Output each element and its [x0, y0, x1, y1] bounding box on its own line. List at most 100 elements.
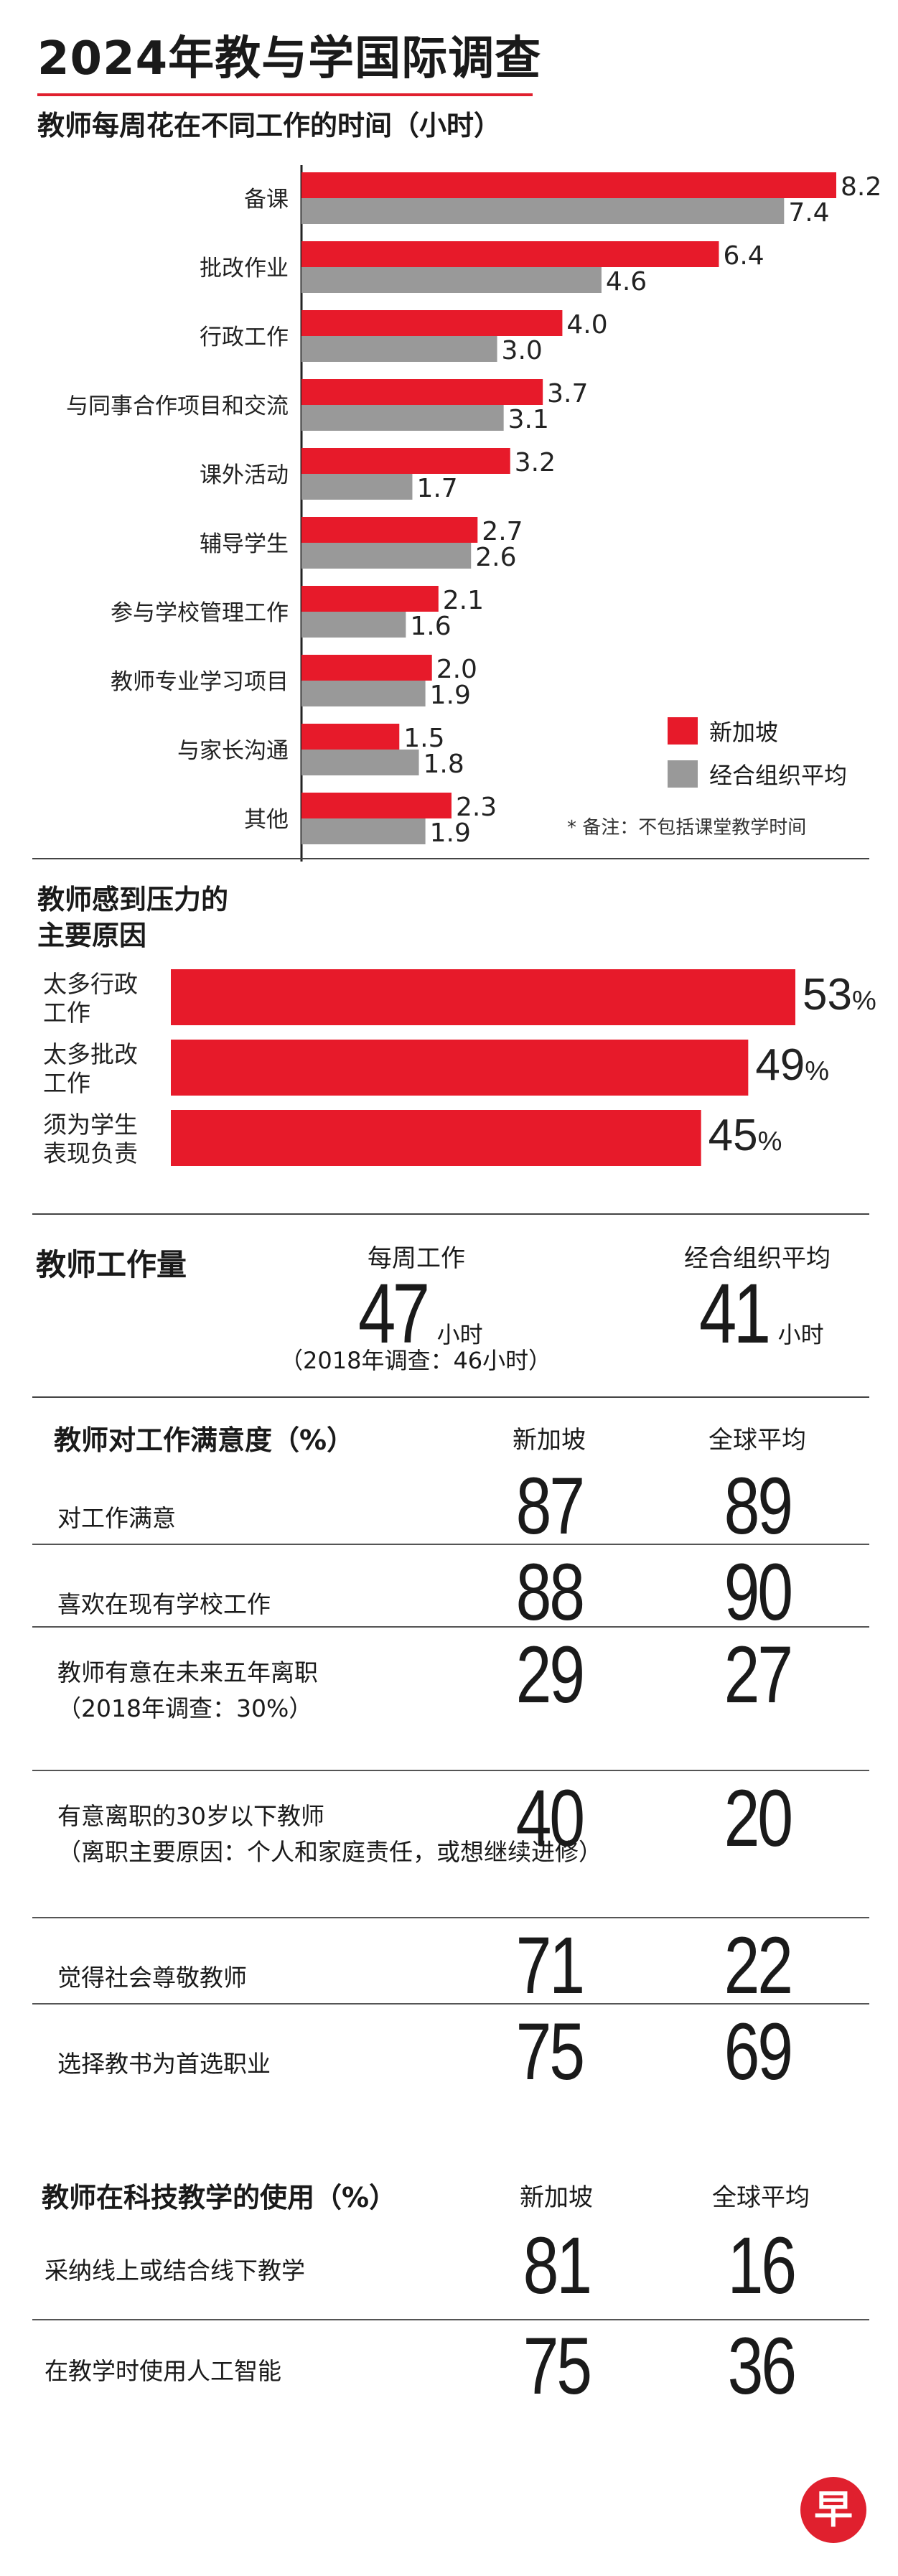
satisfaction-value-sg: 71: [477, 1926, 621, 2006]
workload-oecd-value: 41: [699, 1266, 771, 1361]
satisfaction-row-label: 喜欢在现有学校工作: [57, 1587, 271, 1623]
bar-value-label: 1.8: [424, 750, 464, 779]
satisfaction-number: 20: [724, 1773, 792, 1863]
bar-oecd: [301, 612, 406, 638]
satisfaction-row-label: 有意离职的30岁以下教师 （离职主要原因：个人和家庭责任，或想继续进修）: [57, 1798, 602, 1870]
satisfaction-value-sg: 75: [477, 2012, 621, 2092]
bar-value-label: 8.2: [841, 172, 881, 202]
bar-value-label: 1.6: [410, 612, 451, 641]
satisfaction-row-note: （2018年调查：30%）: [57, 1694, 313, 1722]
satisfaction-number: 22: [724, 1921, 792, 2010]
hours-category-label: 其他: [244, 807, 289, 833]
hours-bar-chart: 备课 8.2 7.4 批改作业 6.4 4.6 行政工作 4.0 3.0 与同事合作项目和交流 3.…: [66, 165, 881, 862]
stress-value-number: 53: [803, 970, 852, 1019]
satisfaction-row-title: 喜欢在现有学校工作: [57, 1590, 271, 1618]
hours-category-label: 备课: [244, 187, 289, 213]
stress-category-label: 太多行政工作: [43, 970, 138, 1027]
hours-category-label: 批改作业: [200, 256, 289, 281]
satisfaction-value-sg: 40: [477, 1778, 621, 1859]
workload-weekly-label: 每周工作: [368, 1244, 465, 1273]
hours-category-label: 课外活动: [200, 462, 289, 488]
section-divider: [32, 1213, 869, 1215]
legend-swatch-sg: [668, 717, 698, 745]
satisfaction-col-global: 全球平均: [708, 1426, 806, 1455]
zaobao-logo: 早: [800, 2477, 866, 2543]
satisfaction-value-global: 90: [686, 1552, 829, 1633]
stress-category-line: 须为学生: [43, 1111, 138, 1139]
bar-value-label: 7.4: [788, 198, 829, 228]
satisfaction-row-title: 觉得社会尊敬教师: [57, 1964, 247, 1992]
table-row-divider: [32, 1544, 869, 1545]
bar-oecd: [301, 474, 413, 500]
satisfaction-number: 88: [515, 1547, 584, 1637]
technology-value-sg: 81: [485, 2226, 628, 2306]
stress-value-unit: %: [758, 1126, 782, 1157]
satisfaction-number: 27: [724, 1630, 792, 1719]
table-row-divider: [32, 1770, 869, 1771]
bar-sg: [301, 517, 478, 543]
bar-value-label: 1.5: [403, 724, 444, 753]
bar-value-label: 6.4: [723, 241, 764, 271]
bar-sg: [301, 655, 432, 681]
bar-oecd: [301, 405, 504, 431]
bar-value-label: 1.9: [430, 681, 471, 710]
technology-value-global: 16: [689, 2226, 833, 2306]
bar-value-label: 2.0: [436, 655, 477, 684]
stress-bar-chart: 太多行政工作 53%太多批改工作 49%须为学生表现负责 45%: [43, 969, 876, 1167]
workload-weekly: 每周工作 47 小时: [309, 1238, 524, 1363]
workload-oecd-unit: 小时: [777, 1321, 824, 1348]
satisfaction-value-global: 27: [686, 1635, 829, 1715]
bar-value-label: 2.1: [443, 586, 484, 615]
satisfaction-value-global: 20: [686, 1778, 829, 1859]
workload-note: （2018年调查：46小时）: [280, 1347, 552, 1374]
satisfaction-number: 75: [515, 2007, 584, 2096]
bar-oecd: [301, 336, 497, 362]
satisfaction-number: 71: [515, 1921, 584, 2010]
bar-sg: [301, 241, 719, 267]
workload-oecd: 经合组织平均 41 小时: [650, 1238, 865, 1363]
stress-heading: 教师感到压力的 主要原因: [37, 882, 228, 953]
bar-oecd: [301, 198, 785, 224]
satisfaction-number: 69: [724, 2007, 792, 2096]
bar-sg: [301, 586, 439, 612]
satisfaction-number: 29: [515, 1630, 584, 1719]
workload-heading: 教师工作量: [36, 1247, 187, 1282]
satisfaction-row-title: 教师有意在未来五年离职: [57, 1658, 318, 1686]
bar-sg: [301, 724, 400, 750]
satisfaction-number: 90: [724, 1547, 792, 1637]
stress-category-line: 太多批改: [43, 1040, 138, 1068]
bar-value-label: 2.6: [475, 543, 516, 572]
satisfaction-value-global: 89: [686, 1466, 829, 1546]
satisfaction-value-sg: 88: [477, 1552, 621, 1633]
stress-category-label: 须为学生表现负责: [43, 1111, 138, 1167]
hours-category-label: 参与学校管理工作: [111, 600, 289, 626]
bar-value-label: 4.6: [606, 267, 647, 297]
hours-category-label: 与同事合作项目和交流: [66, 393, 289, 419]
bar-value-label: 3.2: [515, 448, 556, 477]
section-divider: [32, 1396, 869, 1398]
workload-oecd-label: 经合组织平均: [684, 1244, 831, 1273]
bar-oecd: [301, 818, 426, 844]
stress-heading-line2: 主要原因: [37, 920, 147, 951]
main-title: 2024年教与学国际调查: [37, 32, 542, 85]
technology-row-label: 在教学时使用人工智能: [45, 2357, 281, 2385]
technology-number: 36: [727, 2321, 796, 2411]
title-underline: [37, 93, 533, 96]
stress-category-line: 太多行政: [43, 970, 138, 998]
hours-category-label: 辅导学生: [200, 531, 289, 557]
bar-value-label: 3.7: [547, 379, 588, 409]
section-divider: [32, 858, 869, 859]
stress-value-unit: %: [852, 986, 876, 1016]
hours-category-label: 行政工作: [200, 325, 289, 350]
table-row-divider: [32, 1626, 869, 1628]
bar-sg: [301, 172, 836, 198]
bar-oecd: [301, 543, 472, 569]
satisfaction-value-global: 69: [686, 2012, 829, 2092]
workload-weekly-value: 47: [358, 1266, 430, 1361]
technology-number: 16: [727, 2221, 796, 2310]
stress-value-unit: %: [805, 1056, 829, 1086]
satisfaction-number: 40: [515, 1773, 584, 1863]
bar-oecd: [301, 681, 426, 706]
stress-bar: [171, 969, 795, 1025]
hours-category-label: 教师专业学习项目: [111, 669, 289, 695]
